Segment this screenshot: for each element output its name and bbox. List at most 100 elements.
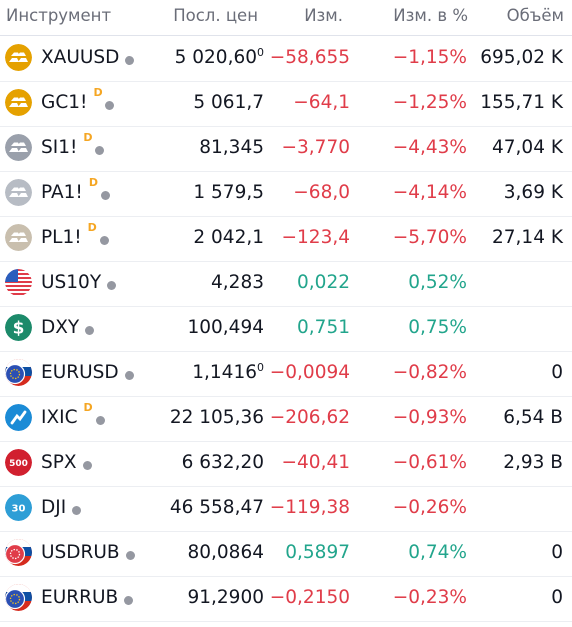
watchlist-row[interactable]: 30 DJI 46 558,47 −119,38 −0,26%: [0, 486, 572, 532]
change-pct-value: −1,15%: [392, 47, 467, 68]
last-price: 81,345: [199, 137, 264, 158]
eu-us-flags-icon: [5, 359, 32, 386]
volume-value: 3,69 K: [503, 182, 563, 203]
market-status-dot[interactable]: [125, 551, 135, 560]
silver-bars-icon: [5, 134, 32, 161]
change-value: −0,2150: [269, 587, 350, 608]
delayed-data-flag[interactable]: D: [93, 86, 103, 99]
delayed-data-flag[interactable]: D: [88, 176, 98, 189]
symbol-label[interactable]: GC1!: [41, 92, 88, 113]
watchlist-row[interactable]: IXIC D 22 105,36 −206,62 −0,93% 6,54 B: [0, 396, 572, 442]
delayed-data-flag[interactable]: D: [87, 221, 97, 234]
change-pct-value: −4,14%: [392, 182, 467, 203]
last-price: 6 632,20: [182, 452, 264, 473]
delayed-data-flag[interactable]: D: [83, 401, 93, 414]
symbol-label[interactable]: EURRUB: [41, 587, 119, 608]
last-price-value: 5 020,60: [174, 47, 257, 68]
market-status-dot[interactable]: [72, 506, 82, 515]
market-status-dot[interactable]: [95, 146, 105, 155]
watchlist-row[interactable]: EURUSD 1,14160 −0,0094 −0,82% 0: [0, 351, 572, 397]
last-price: 91,2900: [187, 587, 264, 608]
last-price-value: 81,345: [199, 137, 264, 158]
watchlist-row[interactable]: SI1! D 81,345 −3,770 −4,43% 47,04 K: [0, 126, 572, 172]
last-price: 5 061,7: [193, 92, 264, 113]
symbol-label[interactable]: DXY: [41, 317, 80, 338]
market-status-dot[interactable]: [105, 101, 115, 110]
symbol-label[interactable]: USDRUB: [41, 542, 120, 563]
market-status-dot[interactable]: [99, 236, 109, 245]
change-pct-value: −0,93%: [392, 407, 467, 428]
change-pct-value: 0,52%: [408, 272, 467, 293]
market-status-dot[interactable]: [125, 56, 135, 65]
last-price: 1 579,5: [193, 182, 264, 203]
watchlist-row[interactable]: 500 SPX 6 632,20 −40,41 −0,61% 2,93 B: [0, 441, 572, 487]
symbol-label[interactable]: IXIC: [41, 407, 78, 428]
last-price-value: 6 632,20: [181, 452, 264, 473]
market-status-dot[interactable]: [95, 416, 105, 425]
platinum-bars-icon: [5, 224, 32, 251]
volume-value: 0: [551, 362, 563, 383]
column-header-last[interactable]: Посл. цен: [173, 6, 258, 25]
watchlist-row[interactable]: $ DXY 100,494 0,751 0,75%: [0, 306, 572, 352]
change-pct-value: −0,82%: [392, 362, 467, 383]
change-value: −0,0094: [269, 362, 350, 383]
last-price: 22 105,36: [170, 407, 264, 428]
market-status-dot[interactable]: [107, 281, 117, 290]
market-status-dot[interactable]: [82, 461, 92, 470]
palladium-bars-icon: [5, 179, 32, 206]
gold-bars-icon: [5, 89, 32, 116]
change-value: −123,4: [281, 227, 350, 248]
column-header-symbol[interactable]: Инструмент: [6, 6, 112, 25]
symbol-label[interactable]: SI1!: [41, 137, 78, 158]
market-status-dot[interactable]: [124, 371, 134, 380]
symbol-label[interactable]: SPX: [41, 452, 77, 473]
change-pct-value: −0,26%: [392, 497, 467, 518]
last-price: 46 558,47: [170, 497, 264, 518]
volume-value: 2,93 B: [503, 452, 563, 473]
last-price-value: 1,1416: [192, 362, 257, 383]
us-ru-flags-icon: [5, 539, 32, 566]
last-price-value: 100,494: [187, 317, 264, 338]
change-value: −3,770: [281, 137, 350, 158]
change-pct-value: −0,23%: [392, 587, 467, 608]
column-header-change-pct[interactable]: Изм. в %: [393, 6, 468, 25]
watchlist-row[interactable]: XAUUSD 5 020,600 −58,655 −1,15% 695,02 K: [0, 36, 572, 82]
last-price-value: 80,0864: [187, 542, 264, 563]
market-status-dot[interactable]: [100, 191, 110, 200]
watchlist-row[interactable]: USDRUB 80,0864 0,5897 0,74% 0: [0, 531, 572, 577]
dow30-icon: 30: [5, 494, 32, 521]
column-header-volume[interactable]: Объём: [506, 6, 564, 25]
market-status-dot[interactable]: [124, 596, 134, 605]
last-price: 2 042,1: [193, 227, 264, 248]
symbol-label[interactable]: PA1!: [41, 182, 83, 203]
watchlist-row[interactable]: PL1! D 2 042,1 −123,4 −5,70% 27,14 K: [0, 216, 572, 262]
volume-value: 0: [551, 587, 563, 608]
column-header-change[interactable]: Изм.: [304, 6, 343, 25]
change-value: −68,0: [293, 182, 350, 203]
change-value: −64,1: [293, 92, 350, 113]
change-value: −40,41: [281, 452, 350, 473]
symbol-label[interactable]: US10Y: [41, 272, 102, 293]
eu-ru-flags-icon: [5, 584, 32, 611]
last-price: 5 020,600: [174, 46, 264, 68]
symbol-label[interactable]: EURUSD: [41, 362, 119, 383]
watchlist-row[interactable]: PA1! D 1 579,5 −68,0 −4,14% 3,69 K: [0, 171, 572, 217]
volume-value: 0: [551, 542, 563, 563]
last-price: 1,14160: [192, 361, 264, 383]
change-value: −58,655: [269, 47, 350, 68]
last-price-value: 4,283: [211, 272, 264, 293]
change-pct-value: 0,75%: [408, 317, 467, 338]
market-status-dot[interactable]: [85, 326, 95, 335]
symbol-label[interactable]: DJI: [41, 497, 67, 518]
watchlist-row[interactable]: GC1! D 5 061,7 −64,1 −1,25% 155,71 K: [0, 81, 572, 127]
symbol-label[interactable]: XAUUSD: [41, 47, 120, 68]
last-price-value: 2 042,1: [193, 227, 264, 248]
watchlist-row[interactable]: EURRUB 91,2900 −0,2150 −0,23% 0: [0, 576, 572, 622]
change-value: −119,38: [269, 497, 350, 518]
change-value: −206,62: [269, 407, 350, 428]
delayed-data-flag[interactable]: D: [83, 131, 93, 144]
symbol-label[interactable]: PL1!: [41, 227, 82, 248]
volume-value: 47,04 K: [492, 137, 563, 158]
watchlist-row[interactable]: US10Y 4,283 0,022 0,52%: [0, 261, 572, 307]
